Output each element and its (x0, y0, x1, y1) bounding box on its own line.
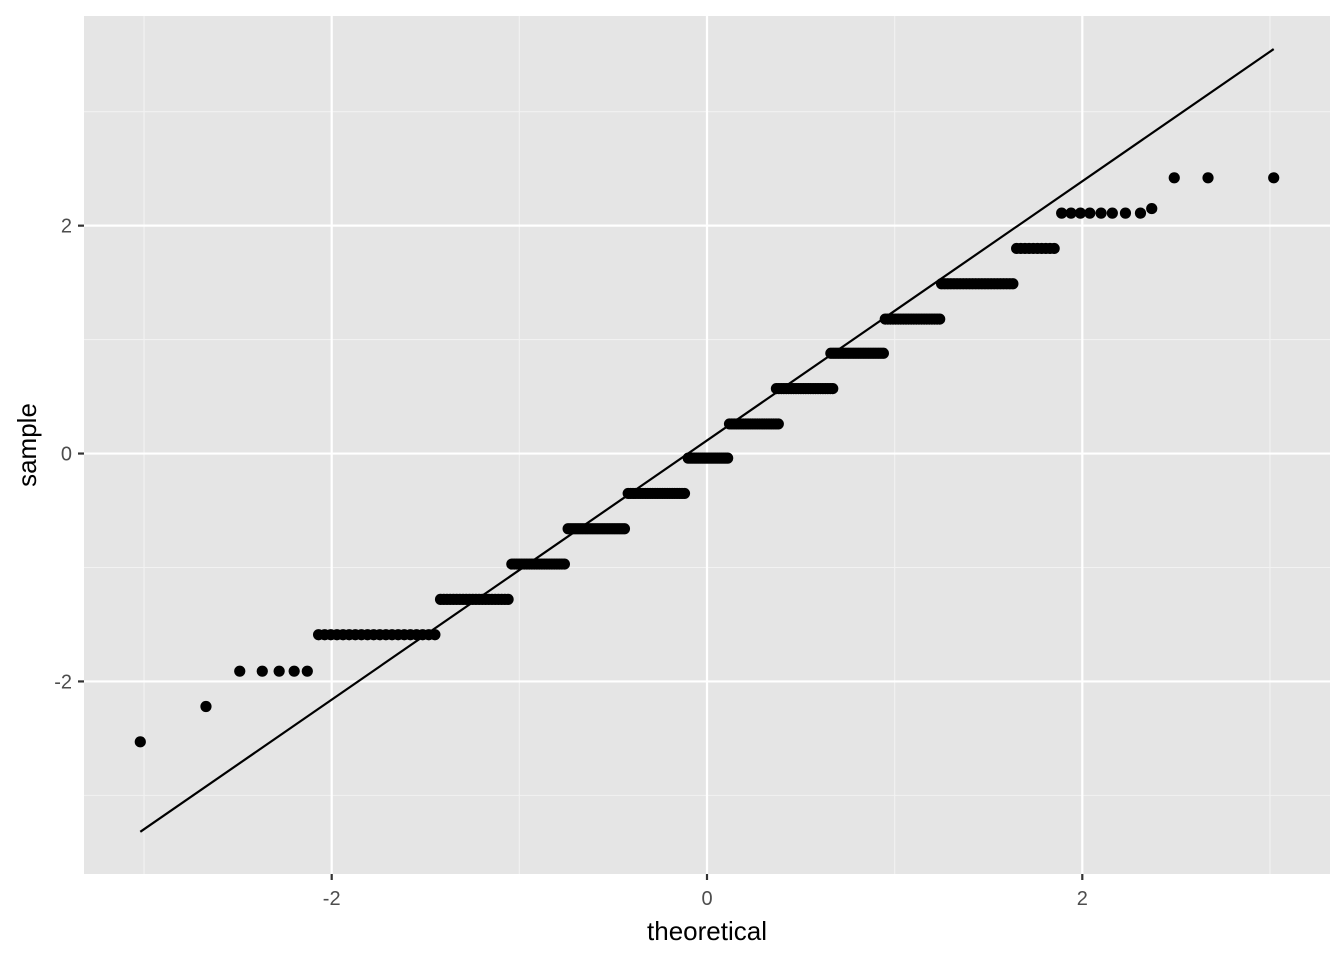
x-tick-label: 2 (1077, 888, 1088, 910)
data-point (200, 700, 212, 713)
data-point (1048, 242, 1060, 255)
data-point (234, 665, 246, 677)
y-tick-label: -2 (54, 671, 72, 693)
qq-reference-line (139, 48, 1275, 833)
data-point (722, 452, 734, 464)
data-point (877, 347, 889, 359)
data-point (1106, 207, 1118, 219)
data-point (1202, 172, 1214, 184)
data-point (1119, 207, 1132, 219)
y-tick-label: 2 (61, 216, 72, 238)
data-point (558, 558, 570, 570)
data-point (1056, 207, 1068, 219)
data-point (1007, 278, 1019, 290)
data-point (827, 382, 839, 395)
y-axis: -2 0 2 (54, 216, 84, 693)
data-point (678, 487, 691, 500)
data-point (1065, 207, 1077, 219)
data-point (502, 593, 514, 605)
data-point (618, 523, 631, 535)
reference-line-layer (139, 48, 1275, 833)
x-axis-title: theoretical (647, 916, 767, 946)
data-point (1146, 202, 1158, 215)
data-point (1134, 207, 1147, 219)
data-point (1095, 207, 1107, 219)
x-tick-label: -2 (323, 888, 341, 910)
data-point (256, 665, 268, 677)
data-point (1268, 172, 1280, 184)
points-layer (134, 172, 1280, 748)
data-point (429, 629, 441, 641)
data-point (1084, 207, 1096, 219)
data-point (273, 665, 285, 677)
major-gridlines (84, 16, 1330, 874)
y-tick-label: 0 (61, 444, 72, 466)
x-axis: -2 0 2 (323, 874, 1088, 910)
data-point (1168, 172, 1180, 184)
x-tick-label: 0 (701, 888, 712, 910)
y-axis-title: sample (12, 403, 42, 487)
data-point (1074, 207, 1087, 219)
data-point (301, 665, 313, 677)
data-point (134, 736, 146, 748)
data-point (772, 418, 784, 430)
data-point (288, 665, 300, 677)
data-point (934, 313, 946, 325)
